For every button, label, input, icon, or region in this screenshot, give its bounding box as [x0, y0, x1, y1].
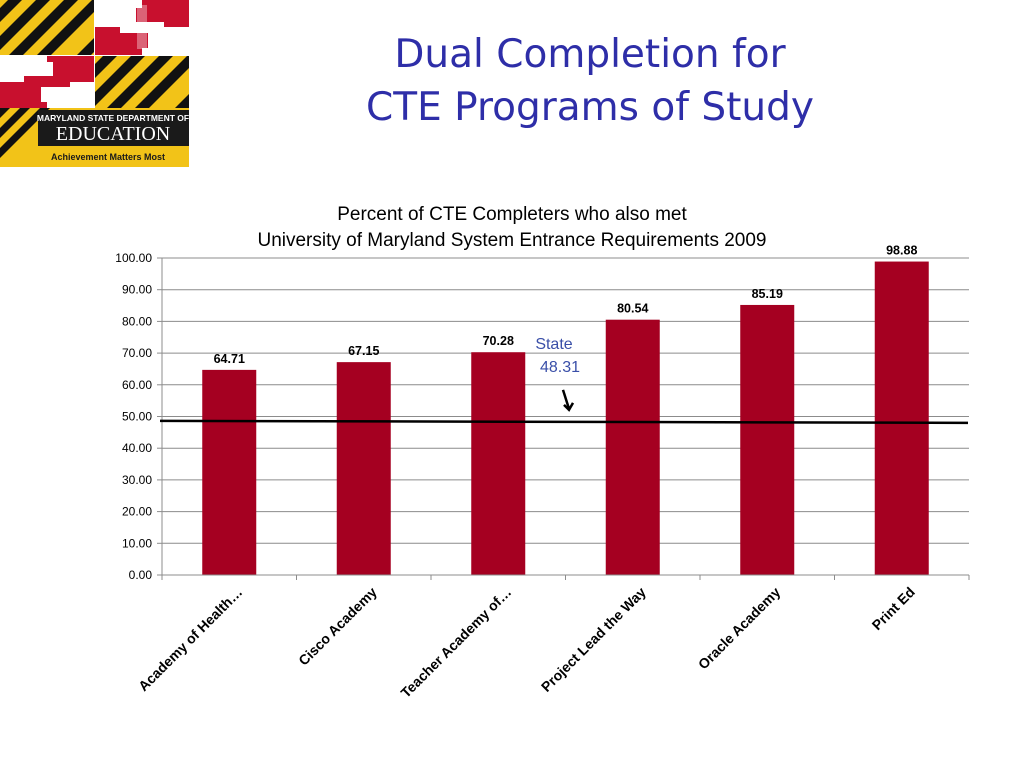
y-tick-label: 50.00: [122, 410, 152, 424]
bar: [471, 352, 526, 575]
y-tick-label: 70.00: [122, 346, 152, 360]
chart-title-line1: Percent of CTE Completers who also met: [337, 204, 687, 225]
logo-text-line1: MARYLAND STATE DEPARTMENT OF: [37, 113, 189, 123]
x-category-label: Print Ed: [869, 584, 918, 633]
x-category-label: Oracle Academy: [695, 584, 784, 673]
y-tick-label: 100.00: [115, 251, 152, 265]
crossland-cross-top-right: [95, 0, 189, 55]
y-tick-label: 0.00: [129, 568, 153, 582]
y-tick-label: 10.00: [122, 536, 152, 550]
msde-logo: MARYLAND STATE DEPARTMENT OF EDUCATION A…: [0, 0, 189, 167]
slide-title: Dual Completion for CTE Programs of Stud…: [290, 28, 890, 134]
logo-lower-strip: [0, 108, 189, 167]
bar: [874, 261, 929, 575]
bar: [336, 362, 391, 575]
data-label: 85.19: [752, 287, 783, 301]
calvert-paly-top-left: [0, 0, 94, 55]
y-tick-label: 90.00: [122, 283, 152, 297]
x-category-label: Teacher Academy of…: [397, 584, 514, 701]
y-tick-label: 40.00: [122, 441, 152, 455]
y-tick-label: 80.00: [122, 314, 152, 328]
calvert-paly-bottom-right: [95, 56, 189, 108]
data-label: 80.54: [617, 302, 648, 316]
bar-chart: Percent of CTE Completers who also met U…: [115, 204, 970, 701]
y-tick-label: 20.00: [122, 505, 152, 519]
state-arrow-shaft: [561, 389, 571, 410]
bar: [740, 304, 795, 575]
state-arrow-head: [563, 402, 575, 412]
logo-text-line2: EDUCATION: [56, 123, 170, 145]
state-value-label: 48.31: [540, 359, 580, 376]
slide-title-line2: CTE Programs of Study: [366, 85, 814, 130]
data-label: 64.71: [214, 352, 245, 366]
y-tick-label: 60.00: [122, 378, 152, 392]
bar: [605, 319, 660, 575]
bar: [202, 369, 257, 575]
chart-title-line2: University of Maryland System Entrance R…: [257, 230, 766, 251]
data-label: 70.28: [483, 334, 514, 348]
state-reference-line: [159, 419, 969, 425]
x-category-label: Project Lead the Way: [538, 584, 649, 695]
y-tick-label: 30.00: [122, 473, 152, 487]
slide-title-line1: Dual Completion for: [394, 32, 786, 77]
data-label: 67.15: [348, 344, 379, 358]
x-category-label: Academy of Health…: [135, 584, 245, 694]
x-category-label: Cisco Academy: [295, 584, 380, 669]
data-label: 98.88: [886, 244, 917, 258]
logo-tagline: Achievement Matters Most: [51, 152, 165, 162]
crossland-cross-bottom-left: [0, 56, 94, 108]
state-label: State: [535, 336, 572, 353]
